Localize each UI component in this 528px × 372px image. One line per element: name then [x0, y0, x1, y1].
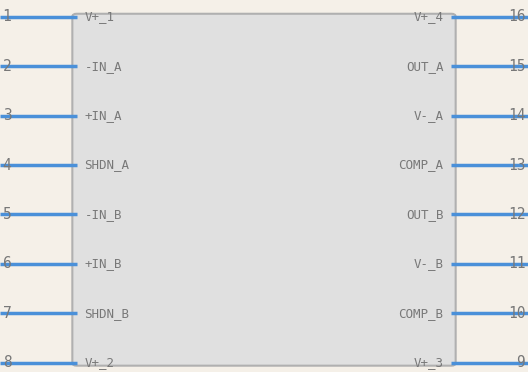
Text: 14: 14	[508, 108, 525, 123]
Text: 1: 1	[3, 9, 12, 24]
Text: 4: 4	[3, 157, 12, 173]
Text: 8: 8	[3, 355, 12, 370]
Text: 5: 5	[3, 207, 12, 222]
Text: 9: 9	[516, 355, 525, 370]
Text: -IN_A: -IN_A	[84, 60, 122, 73]
Text: OUT_B: OUT_B	[406, 208, 444, 221]
Text: COMP_A: COMP_A	[399, 158, 444, 171]
Text: V+_2: V+_2	[84, 356, 115, 369]
Text: V-_B: V-_B	[413, 257, 444, 270]
Text: 10: 10	[508, 306, 525, 321]
Text: OUT_A: OUT_A	[406, 60, 444, 73]
Text: 15: 15	[508, 59, 525, 74]
Text: COMP_B: COMP_B	[399, 307, 444, 320]
Text: 7: 7	[3, 306, 12, 321]
Text: 13: 13	[508, 157, 525, 173]
Text: 6: 6	[3, 256, 12, 271]
Text: 16: 16	[508, 9, 525, 24]
Text: 11: 11	[508, 256, 525, 271]
Text: SHDN_A: SHDN_A	[84, 158, 129, 171]
Text: -IN_B: -IN_B	[84, 208, 122, 221]
Text: 3: 3	[3, 108, 12, 123]
Text: V+_4: V+_4	[413, 10, 444, 23]
Text: V+_3: V+_3	[413, 356, 444, 369]
FancyBboxPatch shape	[72, 14, 456, 366]
Text: 2: 2	[3, 59, 12, 74]
Text: V-_A: V-_A	[413, 109, 444, 122]
Text: SHDN_B: SHDN_B	[84, 307, 129, 320]
Text: 12: 12	[508, 207, 525, 222]
Text: +IN_A: +IN_A	[84, 109, 122, 122]
Text: +IN_B: +IN_B	[84, 257, 122, 270]
Text: V+_1: V+_1	[84, 10, 115, 23]
